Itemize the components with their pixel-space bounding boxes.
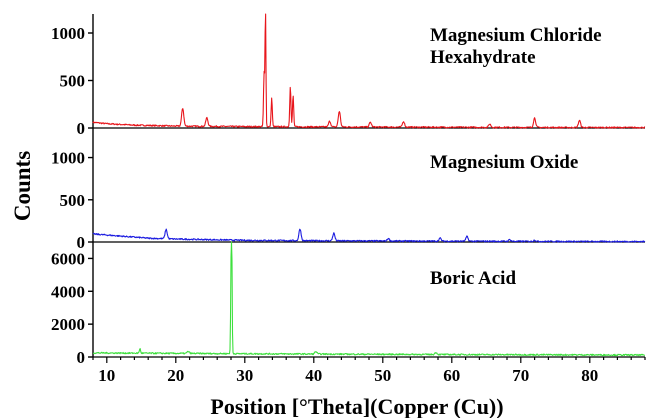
- y-tick-label-boric-acid-2000: 2000: [51, 315, 85, 334]
- x-tick-label-80: 80: [581, 366, 598, 385]
- y-tick-label-magnesium-chloride-hexahydrate-0: 0: [77, 119, 86, 138]
- x-tick-label-10: 10: [98, 366, 115, 385]
- x-tick-label-30: 30: [236, 366, 253, 385]
- y-tick-label-boric-acid-6000: 6000: [51, 249, 85, 268]
- x-tick-label-20: 20: [167, 366, 184, 385]
- x-tick-label-60: 60: [443, 366, 460, 385]
- y-tick-label-magnesium-chloride-hexahydrate-1000: 1000: [51, 24, 85, 43]
- x-tick-label-40: 40: [305, 366, 322, 385]
- series-line-boric-acid: [92, 241, 646, 357]
- y-tick-label-magnesium-oxide-0: 0: [77, 233, 86, 252]
- y-axis-label: Counts: [10, 151, 35, 221]
- series-line-magnesium-chloride-hexahydrate: [92, 13, 646, 129]
- series-label-magnesium-chloride-hexahydrate-0: Magnesium Chloride: [430, 25, 602, 46]
- x-tick-label-70: 70: [512, 366, 529, 385]
- y-tick-label-magnesium-oxide-500: 500: [60, 191, 86, 210]
- series-label-boric-acid-0: Boric Acid: [430, 268, 516, 289]
- x-tick-label-50: 50: [374, 366, 391, 385]
- y-tick-label-magnesium-oxide-1000: 1000: [51, 149, 85, 168]
- y-tick-label-magnesium-chloride-hexahydrate-500: 500: [60, 72, 86, 91]
- x-axis-label: Position [°Theta](Copper (Cu)): [210, 394, 503, 418]
- series-line-magnesium-oxide: [92, 228, 646, 243]
- series-label-magnesium-chloride-hexahydrate-1: Hexahydrate: [430, 47, 536, 68]
- y-tick-label-boric-acid-0: 0: [77, 348, 86, 367]
- y-tick-label-boric-acid-4000: 4000: [51, 282, 85, 301]
- series-label-magnesium-oxide-0: Magnesium Oxide: [430, 152, 578, 173]
